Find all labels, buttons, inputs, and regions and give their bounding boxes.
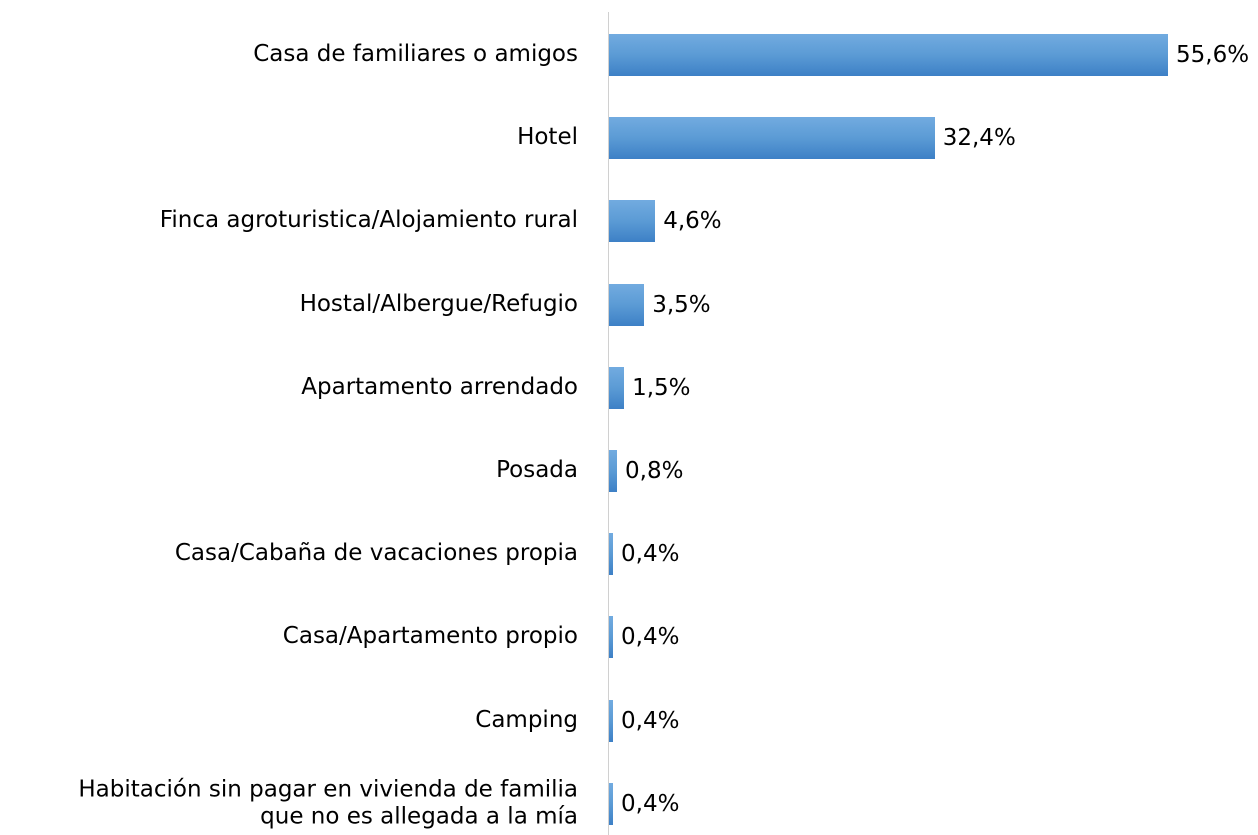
category-label: Hotel [517,124,578,151]
category-label: Apartamento arrendado [301,374,578,400]
value-label: 3,5% [652,291,711,318]
category-label: Finca agroturistica/Alojamiento rural [159,207,578,234]
bar [609,34,1168,76]
value-label: 1,5% [632,374,691,401]
bar [609,533,614,576]
value-label: 0,4% [621,541,680,568]
bar [609,200,656,243]
category-label: Camping [475,706,578,733]
bar [609,616,614,659]
value-label: 55,6% [1176,42,1250,68]
bar [609,366,625,409]
category-label: Casa de familiares o amigos [253,41,578,68]
value-label: 0,4% [621,707,680,734]
value-label: 0,4% [621,624,680,651]
bar [609,117,935,160]
bar [609,699,614,742]
category-label: Posada [496,457,578,484]
category-label: Hostal/Albergue/Refugio [299,290,578,317]
value-label: 0,4% [621,790,680,817]
value-label: 0,8% [625,458,684,484]
bar [609,283,645,326]
category-label: Habitación sin pagar en vivienda de fami… [78,776,578,830]
category-label: Casa/Apartamento propio [282,623,578,650]
bar [609,782,614,825]
value-label: 4,6% [663,208,722,235]
category-label: Casa/Cabaña de vacaciones propia [174,540,578,567]
category-axis [608,12,609,835]
bar [609,450,618,492]
value-label: 32,4% [942,125,1016,152]
